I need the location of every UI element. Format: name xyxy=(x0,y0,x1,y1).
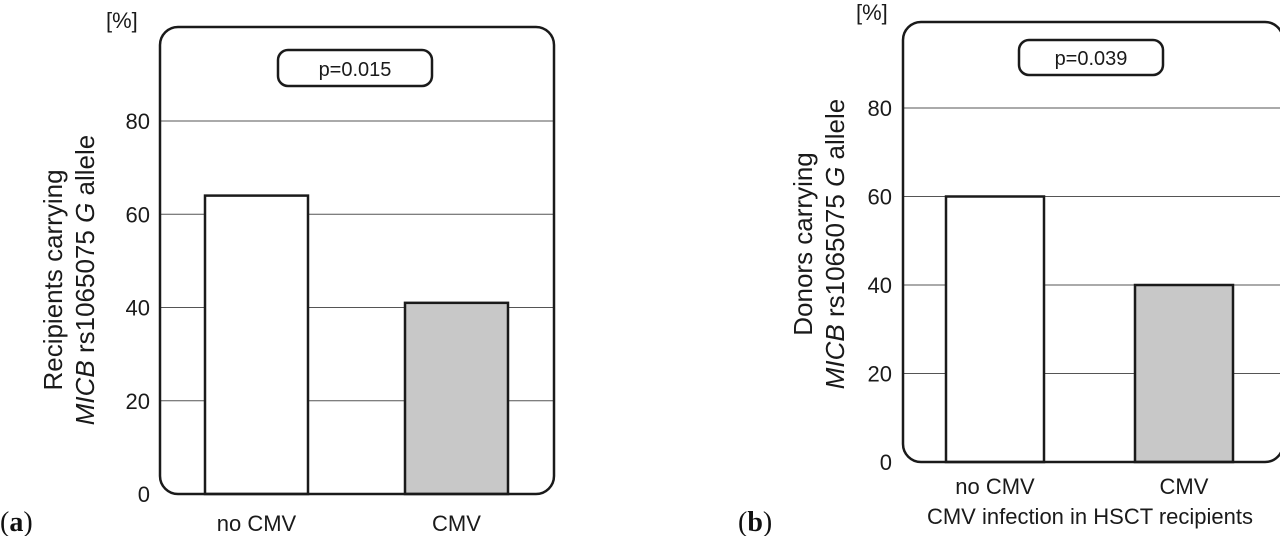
panel-a-y-tick-label: 20 xyxy=(126,389,150,414)
panel-b-bars xyxy=(944,195,1235,464)
panel-b-y-tick-label: 60 xyxy=(868,185,892,210)
panel-b-allele-word: allele xyxy=(820,99,850,167)
panel-b-y-tick-label: 20 xyxy=(868,362,892,387)
panel-a-bar-cmv xyxy=(403,301,510,496)
panel-a-allele-word: allele xyxy=(70,135,100,203)
panel-a-category-label: no CMV xyxy=(217,511,297,536)
panel-a-y-tick-label: 80 xyxy=(126,109,150,134)
panel-a-y-tick-label: 40 xyxy=(126,296,150,321)
panel-a-y-axis-title: Recipients carrying MICB rs1065075 G all… xyxy=(38,135,100,426)
panel-b-bar-no-cmv xyxy=(944,195,1046,464)
panel-b-pvalue-box xyxy=(1017,38,1165,77)
panel-b-y-axis-title-line2: MICB rs1065075 G allele xyxy=(820,99,850,390)
panel-b: [%] Donors carrying MICB rs1065075 G all… xyxy=(738,0,1280,536)
panel-a-plot-frame xyxy=(158,25,556,496)
panel-b-letter: (b) xyxy=(738,507,772,536)
panel-a-letter: (a) xyxy=(0,507,33,536)
panel-b-plot-frame xyxy=(901,20,1280,464)
panel-b-allele-letter: G xyxy=(820,167,850,187)
panel-b-snp-id: rs1065075 xyxy=(820,187,850,324)
panel-a-pvalue-box xyxy=(276,48,434,88)
panel-a-tick-labels: 0 20 40 60 80 xyxy=(126,109,150,507)
panel-a-y-tick-label: 60 xyxy=(126,202,150,227)
panel-b-pvalue: p=0.039 xyxy=(1055,48,1128,70)
panel-b-y-tick-label: 80 xyxy=(868,96,892,121)
panel-b-y-tick-label: 0 xyxy=(880,450,892,475)
panel-a-allele-letter: G xyxy=(70,203,100,223)
panel-b-y-tick-label: 40 xyxy=(868,273,892,298)
panel-b-category-label: CMV xyxy=(1160,474,1209,499)
panel-a-bars xyxy=(203,194,510,496)
panel-a-category-label: CMV xyxy=(432,511,481,536)
panel-b-tick-labels: 0 20 40 60 80 xyxy=(868,96,892,475)
panel-b-category-label: no CMV xyxy=(955,474,1035,499)
panel-b-x-axis-title: CMV infection in HSCT recipients xyxy=(927,504,1253,529)
panel-b-unit-label: [%] xyxy=(856,0,888,25)
panel-a-y-axis-title-line2: MICB rs1065075 G allele xyxy=(70,135,100,426)
panel-b-gene-name: MICB xyxy=(820,324,850,389)
panel-b-y-axis-title-line1: Donors carrying xyxy=(788,152,818,336)
panel-a-unit-label: [%] xyxy=(106,8,138,33)
panel-a-y-tick-label: 0 xyxy=(138,482,150,507)
panel-b-bar-cmv xyxy=(1133,283,1235,464)
panel-a-snp-id: rs1065075 xyxy=(70,223,100,360)
panel-a-bar-no-cmv xyxy=(203,194,310,496)
panel-a-pvalue: p=0.015 xyxy=(319,59,392,81)
panel-a-gene-name: MICB xyxy=(70,360,100,425)
panel-b-y-axis-title: Donors carrying MICB rs1065075 G allele xyxy=(788,99,850,390)
panel-a-y-axis-title-line1: Recipients carrying xyxy=(38,169,68,390)
panel-b-category-labels: no CMV CMV xyxy=(955,474,1209,499)
panel-a: [%] Recipients carrying MICB rs1065075 G… xyxy=(0,8,556,536)
panel-a-category-labels: no CMV CMV xyxy=(217,511,482,536)
